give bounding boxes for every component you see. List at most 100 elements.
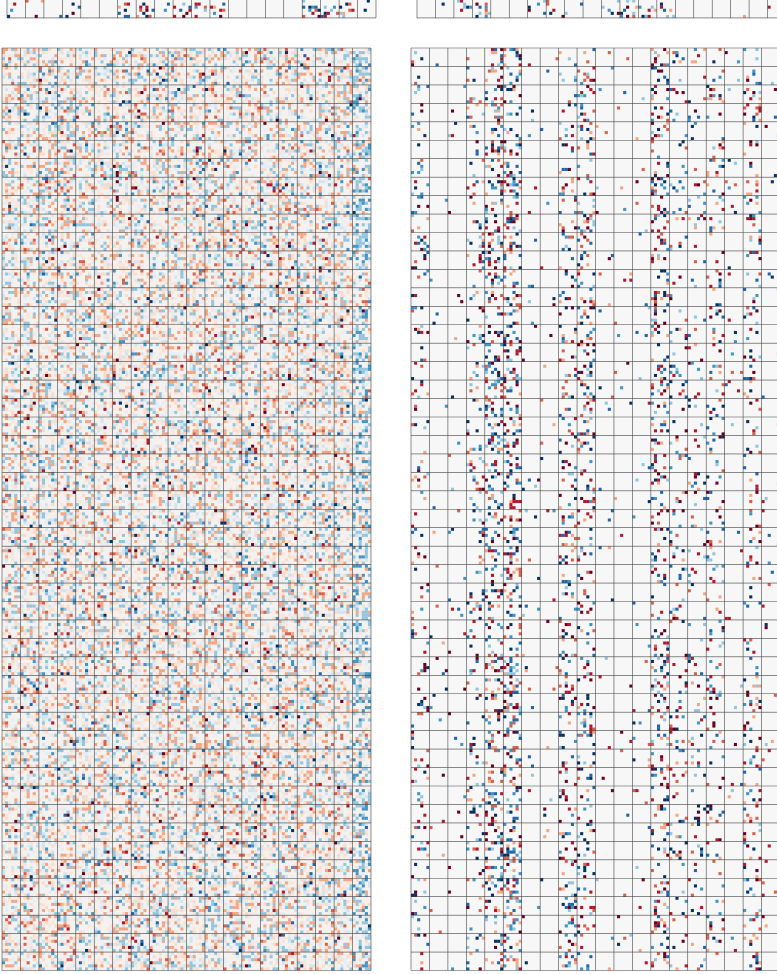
- pixel: [39, 85, 42, 88]
- pixel: [57, 226, 60, 229]
- pixel: [153, 266, 156, 269]
- pixel: [300, 100, 303, 103]
- pixel: [36, 137, 39, 140]
- pixel: [199, 51, 202, 54]
- pixel: [223, 54, 226, 57]
- pixel: [67, 217, 70, 220]
- pixel: [306, 165, 309, 168]
- pixel: [276, 165, 279, 168]
- pixel: [288, 180, 291, 183]
- pixel: [242, 226, 245, 229]
- pixel: [2, 51, 5, 54]
- pixel: [147, 251, 150, 254]
- pixel: [60, 180, 63, 183]
- pixel: [183, 165, 186, 168]
- pixel: [239, 116, 242, 119]
- pixel: [24, 229, 27, 232]
- pixel: [306, 149, 309, 152]
- pixel: [302, 6, 305, 9]
- pixel: [150, 110, 153, 113]
- pixel: [217, 260, 220, 263]
- pixel: [303, 85, 306, 88]
- pixel: [171, 51, 174, 54]
- pixel: [273, 57, 276, 60]
- pixel: [5, 226, 8, 229]
- pixel: [51, 233, 54, 236]
- pixel: [340, 66, 343, 69]
- pixel: [340, 79, 343, 82]
- pixel: [116, 106, 119, 109]
- pixel: [159, 54, 162, 57]
- pixel: [353, 254, 356, 257]
- pixel: [60, 88, 63, 91]
- pixel: [113, 266, 116, 269]
- pixel: [220, 229, 223, 232]
- pixel: [57, 113, 60, 116]
- pixel: [183, 125, 186, 128]
- pixel: [199, 186, 202, 189]
- pixel: [171, 180, 174, 183]
- pixel: [150, 73, 153, 76]
- pixel: [70, 156, 73, 159]
- pixel: [263, 266, 266, 269]
- pixel: [156, 248, 159, 251]
- pixel: [27, 168, 30, 171]
- pixel: [171, 260, 174, 263]
- pixel: [220, 226, 223, 229]
- pixel: [20, 143, 23, 146]
- pixel: [319, 156, 322, 159]
- pixel: [88, 263, 91, 266]
- pixel: [103, 171, 106, 174]
- pixel: [103, 245, 106, 248]
- pixel: [365, 140, 368, 143]
- pixel: [328, 119, 331, 122]
- pixel: [303, 146, 306, 149]
- pixel: [94, 128, 97, 131]
- pixel: [279, 236, 282, 239]
- pixel: [254, 211, 257, 214]
- pixel: [242, 186, 245, 189]
- pixel: [137, 223, 140, 226]
- pixel: [116, 79, 119, 82]
- pixel: [273, 211, 276, 214]
- pixel: [199, 183, 202, 186]
- pixel: [107, 196, 110, 199]
- pixel: [331, 137, 334, 140]
- pixel: [33, 85, 36, 88]
- pixel: [291, 149, 294, 152]
- pixel: [125, 143, 128, 146]
- pixel: [325, 165, 328, 168]
- pixel: [14, 85, 17, 88]
- pixel: [100, 236, 103, 239]
- pixel: [343, 88, 346, 91]
- pixel: [251, 199, 254, 202]
- pixel: [57, 217, 60, 220]
- pixel: [279, 189, 282, 192]
- pixel: [260, 220, 263, 223]
- pixel: [285, 171, 288, 174]
- pixel: [5, 54, 8, 57]
- pixel: [33, 57, 36, 60]
- pixel: [359, 57, 362, 60]
- pixel: [94, 254, 97, 257]
- pixel: [254, 242, 257, 245]
- pixel: [128, 180, 131, 183]
- pixel: [116, 251, 119, 254]
- pixel: [2, 220, 5, 223]
- pixel: [313, 146, 316, 149]
- pixel: [282, 251, 285, 254]
- pixel: [162, 106, 165, 109]
- pixel: [279, 51, 282, 54]
- pixel: [54, 266, 57, 269]
- pixel: [328, 76, 331, 79]
- pixel: [202, 106, 205, 109]
- pixel: [100, 223, 103, 226]
- pixel: [45, 48, 48, 51]
- pixel: [254, 57, 257, 60]
- pixel: [27, 88, 30, 91]
- pixel: [294, 66, 297, 69]
- pixel: [279, 100, 282, 103]
- pixel: [128, 94, 131, 97]
- pixel: [254, 260, 257, 263]
- pixel: [153, 137, 156, 140]
